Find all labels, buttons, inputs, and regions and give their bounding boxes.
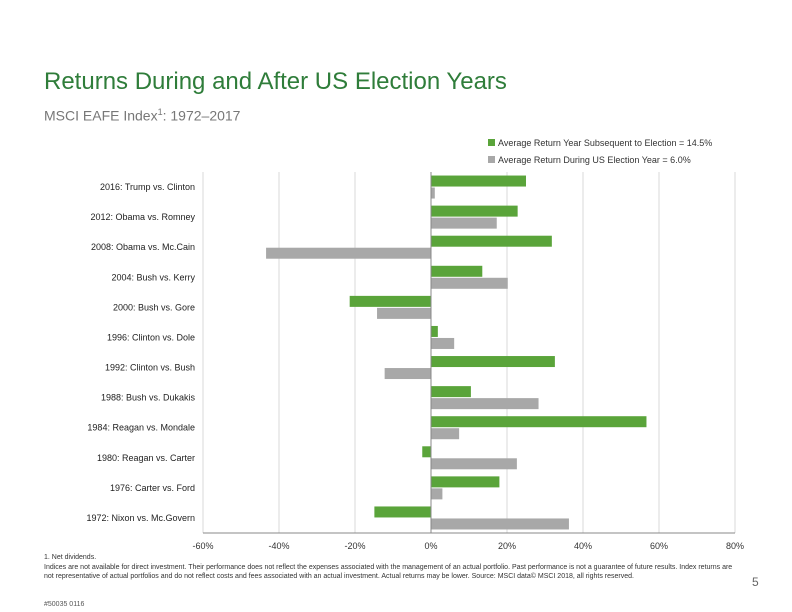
y-category-label: 1976: Carter vs. Ford <box>110 483 195 493</box>
footnote-line-1: 1. Net dividends. <box>44 554 97 561</box>
y-category-label: 1988: Bush vs. Dukakis <box>101 393 196 403</box>
footnote-line-2: Indices are not available for direct inv… <box>44 563 733 581</box>
x-tick-label: 60% <box>650 541 668 551</box>
x-tick-label: -40% <box>268 541 289 551</box>
y-category-label: 1984: Reagan vs. Mondale <box>87 423 195 433</box>
y-category-label: 2008: Obama vs. Mc.Cain <box>91 242 195 252</box>
bar-subsequent <box>431 476 500 488</box>
legend-item-subsequent: Average Return Year Subsequent to Electi… <box>488 138 712 148</box>
subtitle-footnote-marker: 1 <box>157 107 163 117</box>
legend-label-during: Average Return During US Election Year =… <box>498 155 691 165</box>
legend-label-subsequent: Average Return Year Subsequent to Electi… <box>498 138 713 148</box>
x-tick-label: -60% <box>192 541 213 551</box>
x-tick-label: 0% <box>424 541 437 551</box>
x-tick-label: 80% <box>726 541 744 551</box>
page-subtitle: MSCI EAFE Index1: 1972–2017 <box>44 107 240 124</box>
subtitle-range: : 1972–2017 <box>162 107 241 124</box>
page-number: 5 <box>752 575 759 589</box>
bar-subsequent <box>431 235 552 247</box>
footnote: 1. Net dividends. Indices are not availa… <box>44 553 734 582</box>
bar-during <box>377 307 431 319</box>
x-tick-label: 40% <box>574 541 592 551</box>
y-category-label: 1992: Clinton vs. Bush <box>105 363 195 373</box>
bar-subsequent <box>431 205 518 217</box>
x-tick-label: -20% <box>344 541 365 551</box>
bar-during <box>431 217 497 229</box>
page-title: Returns During and After US Election Yea… <box>44 68 507 95</box>
bar-subsequent <box>431 325 438 337</box>
bar-during <box>431 518 569 530</box>
bar-subsequent <box>374 506 431 518</box>
bar-subsequent <box>431 356 555 368</box>
legend-item-during: Average Return During US Election Year =… <box>488 155 691 165</box>
bar-subsequent <box>431 265 483 277</box>
bar-during <box>384 368 431 380</box>
subtitle-text: MSCI EAFE Index <box>44 107 158 124</box>
bar-subsequent <box>349 295 431 307</box>
bar-subsequent <box>431 175 526 187</box>
y-category-label: 2012: Obama vs. Romney <box>90 212 195 222</box>
legend-swatch-during <box>488 156 495 163</box>
y-category-label: 1996: Clinton vs. Dole <box>107 332 195 342</box>
bar-during <box>431 398 539 410</box>
bar-subsequent <box>431 386 471 398</box>
y-category-label: 2004: Bush vs. Kerry <box>111 272 195 282</box>
x-tick-label: 20% <box>498 541 516 551</box>
bar-during <box>431 458 517 470</box>
y-category-label: 2016: Trump vs. Clinton <box>100 182 195 192</box>
bar-subsequent <box>431 416 647 428</box>
bar-during <box>431 488 443 500</box>
bar-subsequent <box>422 446 431 458</box>
legend-swatch-subsequent <box>488 139 495 146</box>
bar-during <box>431 337 455 349</box>
bar-during <box>431 428 460 440</box>
bar-during <box>431 187 435 199</box>
document-id: #50035 0116 <box>44 601 85 608</box>
bar-during <box>431 277 508 289</box>
y-category-label: 1980: Reagan vs. Carter <box>97 453 195 463</box>
y-category-label: 2000: Bush vs. Gore <box>113 302 195 312</box>
y-category-label: 1972: Nixon vs. Mc.Govern <box>86 513 195 523</box>
bar-during <box>266 247 431 259</box>
